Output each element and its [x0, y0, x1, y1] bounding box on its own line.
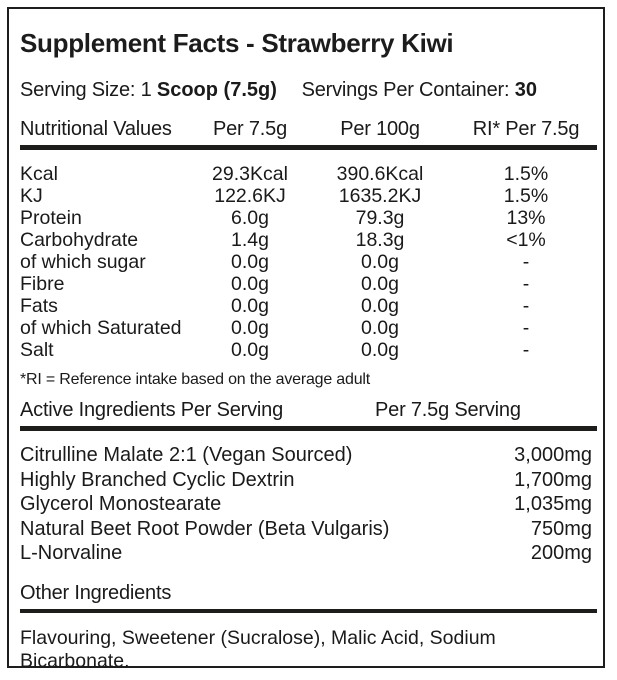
value-ri: 1.5% — [503, 163, 549, 185]
column-header-name: Nutritional Values — [20, 118, 172, 140]
nutrition-table: Nutritional Values Per 7.5g Per 100g RI*… — [20, 118, 597, 361]
value-ri: - — [522, 339, 530, 361]
list-item: Glycerol Monostearate 1,035mg — [20, 492, 592, 517]
value-per7-5g: 6.0g — [231, 207, 269, 229]
active-ingredients-list: Citrulline Malate 2:1 (Vegan Sourced) 3,… — [20, 443, 592, 566]
ingredient-name: Natural Beet Root Powder (Beta Vulgaris) — [20, 517, 390, 540]
active-ingredients-divider-rule — [20, 426, 597, 431]
value-per100g: 0.0g — [361, 317, 399, 339]
nutrient-name: Salt — [20, 339, 54, 361]
value-per100g: 0.0g — [361, 273, 399, 295]
nutrient-name: Fats — [20, 295, 58, 317]
nutrition-table-header: Nutritional Values Per 7.5g Per 100g RI*… — [20, 118, 592, 141]
nutrient-name: Kcal — [20, 163, 58, 185]
value-ri: 13% — [506, 207, 546, 229]
table-row: Fibre 0.0g 0.0g - — [20, 273, 592, 295]
ingredient-amount: 1,700mg — [514, 468, 592, 491]
serving-size-label: Serving Size: 1 — [20, 79, 152, 101]
serving-size-value: Scoop (7.5g) — [156, 79, 277, 101]
nutrient-name: KJ — [20, 185, 43, 207]
supplement-facts-panel: Supplement Facts - Strawberry Kiwi Servi… — [7, 7, 605, 672]
table-row: Carbohydrate 1.4g 18.3g <1% — [20, 229, 592, 251]
value-ri: - — [522, 273, 530, 295]
value-per7-5g: 1.4g — [231, 229, 269, 251]
value-per100g: 0.0g — [361, 251, 399, 273]
other-ingredients-text: Flavouring, Sweetener (Sucralose), Malic… — [20, 626, 496, 672]
nutrition-rows: Kcal 29.3Kcal 390.6Kcal 1.5% KJ 122.6KJ … — [20, 163, 592, 361]
value-ri: <1% — [506, 229, 546, 251]
value-per100g: 1635.2KJ — [338, 185, 422, 207]
servings-per-container-value: 30 — [514, 79, 537, 101]
value-per100g: 0.0g — [361, 339, 399, 361]
value-per7-5g: 0.0g — [231, 295, 269, 317]
value-ri: - — [522, 317, 530, 339]
value-ri: 1.5% — [503, 185, 549, 207]
value-per100g: 79.3g — [355, 207, 405, 229]
table-row: KJ 122.6KJ 1635.2KJ 1.5% — [20, 185, 592, 207]
value-per100g: 18.3g — [355, 229, 405, 251]
table-row: Kcal 29.3Kcal 390.6Kcal 1.5% — [20, 163, 592, 185]
list-item: Citrulline Malate 2:1 (Vegan Sourced) 3,… — [20, 443, 592, 468]
ingredient-amount: 3,000mg — [514, 444, 592, 466]
ingredient-amount: 750mg — [530, 517, 592, 540]
value-ri: - — [522, 251, 530, 273]
ingredient-name: L-Norvaline — [20, 542, 123, 565]
reference-intake-footnote: *RI = Reference intake based on the aver… — [20, 371, 370, 388]
ingredient-name: Citrulline Malate 2:1 (Vegan Sourced) — [20, 444, 353, 466]
value-per7-5g: 29.3Kcal — [212, 163, 288, 185]
value-per7-5g: 122.6KJ — [214, 185, 286, 207]
active-ingredients-header-right: Per 7.5g Serving — [375, 399, 521, 421]
nutrient-name: Fibre — [20, 273, 65, 295]
table-row: Salt 0.0g 0.0g - — [20, 339, 592, 361]
table-row: Protein 6.0g 79.3g 13% — [20, 207, 592, 229]
nutrient-name: of which sugar — [20, 251, 146, 273]
column-header-per7-5g: Per 7.5g — [212, 118, 287, 140]
table-row: of which sugar 0.0g 0.0g - — [20, 251, 592, 273]
page-title: Supplement Facts - Strawberry Kiwi — [20, 28, 454, 58]
value-per7-5g: 0.0g — [231, 273, 269, 295]
other-ingredients-divider-rule — [20, 608, 597, 613]
ingredient-amount: 1,035mg — [514, 493, 592, 516]
serving-info: Serving Size: 1 Scoop (7.5g) Servings Pe… — [20, 79, 592, 102]
nutrient-name: Carbohydrate — [20, 229, 139, 251]
nutrient-name: of which Saturated — [20, 317, 182, 339]
active-ingredients-header-left: Active Ingredients Per Serving — [20, 399, 284, 421]
nutrient-name: Protein — [20, 207, 82, 229]
table-row: Fats 0.0g 0.0g - — [20, 295, 592, 317]
list-item: L-Norvaline 200mg — [20, 541, 592, 566]
table-row: of which Saturated 0.0g 0.0g - — [20, 317, 592, 339]
value-per7-5g: 0.0g — [231, 339, 269, 361]
ingredient-name: Glycerol Monostearate — [20, 493, 222, 516]
column-header-per100g: Per 100g — [340, 118, 420, 140]
active-ingredients-header: Active Ingredients Per Serving Per 7.5g … — [20, 399, 592, 422]
value-ri: - — [522, 295, 530, 317]
column-header-ri: RI* Per 7.5g — [472, 118, 580, 140]
ingredient-name: Highly Branched Cyclic Dextrin — [20, 468, 295, 491]
ingredient-amount: 200mg — [530, 542, 592, 565]
servings-per-container-label: Servings Per Container: — [301, 79, 510, 101]
list-item: Natural Beet Root Powder (Beta Vulgaris)… — [20, 517, 592, 542]
header-divider-rule — [20, 145, 597, 150]
value-per100g: 0.0g — [361, 295, 399, 317]
value-per7-5g: 0.0g — [231, 251, 269, 273]
other-ingredients-heading: Other Ingredients — [20, 581, 172, 604]
value-per7-5g: 0.0g — [231, 317, 269, 339]
value-per100g: 390.6Kcal — [336, 163, 424, 185]
list-item: Highly Branched Cyclic Dextrin 1,700mg — [20, 468, 592, 493]
